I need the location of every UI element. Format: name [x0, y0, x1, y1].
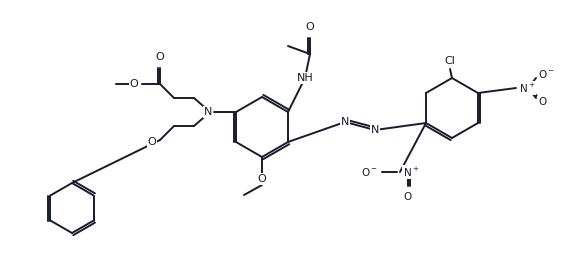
Text: O: O	[148, 137, 156, 147]
Text: O: O	[305, 22, 315, 32]
Text: N$^+$: N$^+$	[519, 82, 536, 94]
Text: N: N	[204, 107, 212, 117]
Text: O: O	[129, 79, 138, 89]
Text: O: O	[258, 174, 266, 184]
Text: N$^+$: N$^+$	[403, 165, 420, 179]
Text: N: N	[341, 117, 349, 127]
Text: O: O	[404, 192, 412, 202]
Text: NH: NH	[297, 73, 313, 83]
Text: O$^-$: O$^-$	[361, 166, 378, 178]
Text: Cl: Cl	[444, 56, 455, 66]
Text: O: O	[538, 97, 546, 107]
Text: N: N	[371, 125, 379, 135]
Text: O$^-$: O$^-$	[538, 68, 555, 80]
Text: O: O	[156, 52, 164, 62]
